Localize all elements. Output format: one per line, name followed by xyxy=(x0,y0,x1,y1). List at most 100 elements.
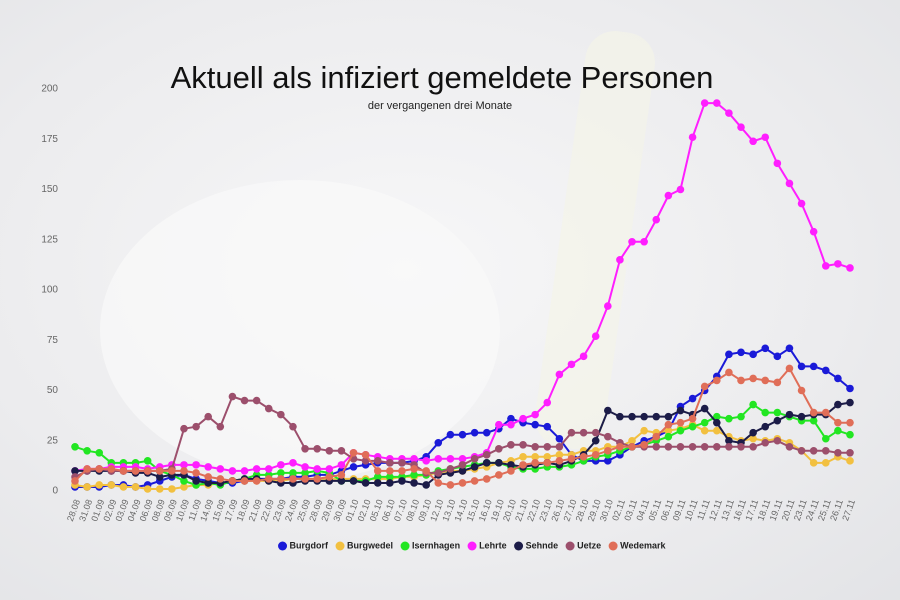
point xyxy=(422,481,430,489)
point xyxy=(652,412,661,421)
point xyxy=(386,459,394,467)
point xyxy=(700,382,709,391)
point xyxy=(470,428,479,437)
point xyxy=(591,332,600,341)
point xyxy=(761,408,770,417)
point xyxy=(809,459,818,467)
point xyxy=(446,481,455,489)
point xyxy=(277,475,285,483)
point xyxy=(192,469,200,477)
point xyxy=(543,398,552,407)
point xyxy=(95,465,104,473)
point xyxy=(809,408,818,417)
point xyxy=(482,475,491,483)
point xyxy=(446,430,455,439)
point xyxy=(761,376,770,385)
point xyxy=(482,451,491,459)
point xyxy=(555,442,564,451)
point xyxy=(846,418,854,427)
point xyxy=(507,414,515,423)
y-tick-label: 200 xyxy=(41,84,58,95)
point xyxy=(277,410,285,419)
point xyxy=(83,483,91,491)
point xyxy=(846,449,854,457)
point xyxy=(737,348,745,357)
point xyxy=(688,422,697,431)
point xyxy=(712,442,721,451)
point xyxy=(264,475,273,483)
point xyxy=(204,463,213,471)
point xyxy=(664,191,673,200)
point xyxy=(143,467,152,475)
point xyxy=(289,459,297,467)
point xyxy=(640,237,648,246)
point xyxy=(785,179,794,188)
point xyxy=(507,440,515,449)
point xyxy=(204,412,213,421)
point xyxy=(313,475,321,483)
point xyxy=(313,465,321,473)
point xyxy=(712,418,721,427)
point xyxy=(519,440,527,449)
legend: Burgdorf Burgwedel Isernhagen Lehrte Sehnde U… xyxy=(278,540,666,551)
point xyxy=(361,479,370,487)
point xyxy=(507,461,515,469)
point xyxy=(495,420,503,429)
legend-marker xyxy=(565,541,575,551)
point xyxy=(640,412,648,421)
legend-item: Uetze xyxy=(565,540,601,551)
point xyxy=(543,453,552,461)
point xyxy=(155,485,164,493)
point xyxy=(725,442,733,451)
point xyxy=(773,408,782,417)
point xyxy=(143,485,152,493)
point xyxy=(604,406,612,415)
point xyxy=(834,426,842,435)
point xyxy=(712,376,721,385)
point xyxy=(749,428,757,437)
point xyxy=(664,442,673,451)
legend-marker xyxy=(514,541,524,551)
point xyxy=(313,444,321,453)
point xyxy=(349,463,358,471)
point xyxy=(240,467,249,475)
point xyxy=(398,467,406,475)
point xyxy=(180,424,188,433)
point xyxy=(446,455,455,463)
point xyxy=(83,447,91,455)
point xyxy=(616,256,624,264)
point xyxy=(737,442,745,451)
point xyxy=(71,442,79,451)
chart-subtitle: der vergangenen drei Monate xyxy=(368,100,512,112)
point xyxy=(846,457,854,465)
point xyxy=(567,428,576,437)
legend-item: Wedemark xyxy=(608,540,666,551)
point xyxy=(821,447,830,455)
point xyxy=(664,432,673,441)
point xyxy=(71,477,79,485)
point xyxy=(301,444,309,453)
point xyxy=(373,467,382,475)
point xyxy=(168,467,176,475)
point xyxy=(192,477,200,485)
point xyxy=(616,412,624,421)
point xyxy=(737,412,745,421)
point xyxy=(567,455,576,463)
point xyxy=(131,483,140,491)
point xyxy=(579,453,588,461)
point xyxy=(676,418,685,427)
point xyxy=(240,396,249,405)
point xyxy=(797,362,806,371)
point xyxy=(773,378,782,387)
point xyxy=(301,463,309,471)
point xyxy=(761,133,770,142)
point xyxy=(628,412,636,421)
point xyxy=(712,412,721,421)
point xyxy=(410,465,418,473)
point xyxy=(543,422,552,431)
legend-label: Wedemark xyxy=(620,540,666,550)
point xyxy=(676,406,685,415)
y-tick-label: 0 xyxy=(52,486,58,497)
point xyxy=(277,461,285,469)
point xyxy=(301,469,309,477)
